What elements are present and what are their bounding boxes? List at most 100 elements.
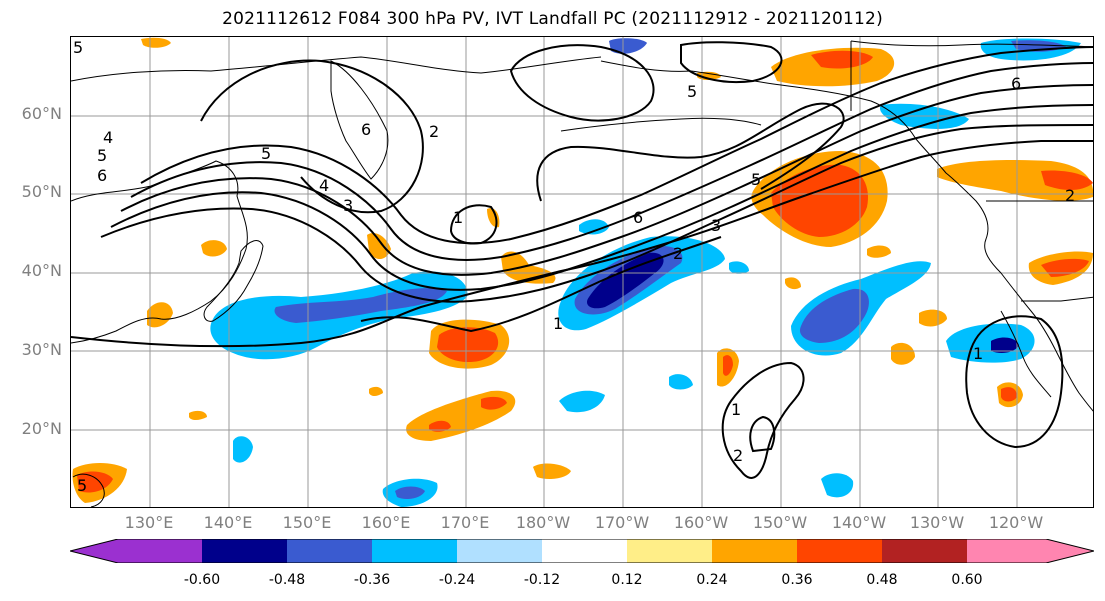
lat-label-60n: 60°N <box>21 104 62 123</box>
colorbar-seg-6 <box>627 539 712 563</box>
lon-label-130w: 130°W <box>909 513 965 532</box>
contour-label-d: 5 <box>261 144 271 163</box>
map-svg: 4 5 6 5 4 3 6 2 1 6 3 5 2 1 5 6 2 1 1 2 … <box>71 37 1093 507</box>
pv-blue-small-7 <box>729 261 749 274</box>
contour-baja-loop <box>965 315 1064 449</box>
pv-blue-small-6 <box>821 473 854 498</box>
contour-big-central <box>536 102 845 202</box>
lon-label-140e: 140°E <box>203 513 253 532</box>
contour-central-high <box>360 236 722 333</box>
pv-red-california <box>1041 258 1089 277</box>
contour-6 <box>140 46 1093 245</box>
map-title: 2021112612 F084 300 hPa PV, IVT Landfall… <box>222 9 883 29</box>
contour-label-o: 5 <box>687 82 697 101</box>
pv-orange-small-13 <box>785 277 801 290</box>
pv-orange-japan <box>147 302 173 328</box>
contour-3 <box>110 104 1093 291</box>
pv-blue-baja <box>946 323 1035 363</box>
lon-label-180w: 180°W <box>515 513 571 532</box>
contour-north-loop-2 <box>680 41 783 83</box>
lon-label-170e: 170°E <box>440 513 490 532</box>
coast-baja <box>1000 310 1052 398</box>
pv-orange-small-5 <box>891 342 915 365</box>
colorbar-label-neg012: -0.12 <box>523 572 561 588</box>
pv-positive-shading <box>72 37 1093 503</box>
contour-label-f: 3 <box>343 196 353 215</box>
colorbar-extend-low <box>70 539 202 563</box>
colorbar-seg-4 <box>457 539 542 563</box>
pv-negative-shading <box>210 38 1081 507</box>
colorbar-label-012: 0.12 <box>611 572 643 588</box>
lat-label-50n: 50°N <box>21 182 62 201</box>
contour-label-i: 1 <box>453 208 463 227</box>
colorbar-seg-3 <box>372 539 457 563</box>
pv-blue-small-4 <box>233 436 253 463</box>
pv-red-arctic <box>811 50 873 69</box>
lon-label-160e: 160°E <box>361 513 411 532</box>
pv-red-seasia-core <box>77 471 113 493</box>
pv-red-subtrop-1 <box>481 396 507 410</box>
colorbar-label-024: 0.24 <box>696 572 728 588</box>
colorbar-seg-8 <box>797 539 882 563</box>
lon-label-120w: 120°W <box>988 513 1044 532</box>
pv-orange-small-11 <box>369 386 383 396</box>
pv-blue-central-core <box>586 252 664 309</box>
contour-inner-1 <box>449 204 498 245</box>
pv-blue-west-pacific-core <box>274 288 447 323</box>
border-us-mexico <box>1021 296 1093 302</box>
contour-label-v: 5 <box>77 476 87 495</box>
contour-label-g: 6 <box>361 120 371 139</box>
lon-label-150w: 150°W <box>752 513 808 532</box>
colorbar-label-060: 0.60 <box>951 572 983 588</box>
pv-orange-small-6 <box>919 309 947 327</box>
contour-tropical-1 <box>721 361 805 479</box>
contour-label-m: 2 <box>673 244 683 263</box>
coast-siberia-north <box>71 56 602 82</box>
coast-japan <box>203 240 264 322</box>
contour-west-loop <box>200 59 424 214</box>
pv-orange-small-7 <box>867 245 891 258</box>
colorbar-svg <box>69 538 1095 567</box>
coast-aleutians <box>560 117 762 132</box>
contour-label-u: 5 <box>73 38 83 57</box>
colorbar-seg-9 <box>882 539 967 563</box>
contour-lines <box>71 41 1093 479</box>
contour-label-k: 3 <box>711 216 721 235</box>
contour-tropical-2 <box>749 415 776 453</box>
contour-label-c: 6 <box>97 166 107 185</box>
map-panel[interactable]: 4 5 6 5 4 3 6 2 1 6 3 5 2 1 5 6 2 1 1 2 … <box>70 36 1094 508</box>
contour-4 <box>120 84 1093 276</box>
contour-label-q: 2 <box>1065 186 1075 205</box>
coast-canada-north <box>850 40 1093 48</box>
graticule <box>71 37 1093 507</box>
colorbar-seg-1 <box>202 539 287 563</box>
colorbar-label-neg048: -0.48 <box>268 572 306 588</box>
contour-label-b: 5 <box>97 146 107 165</box>
contour-5 <box>130 62 1093 261</box>
contour-label-n: 1 <box>553 314 563 333</box>
contour-label-j: 6 <box>633 208 643 227</box>
contour-1-west <box>71 140 1093 348</box>
contour-north-loop <box>509 44 655 122</box>
pv-blue-small-1 <box>579 219 609 235</box>
pv-orange-small-1 <box>201 240 227 257</box>
colorbar-label-neg036: -0.36 <box>353 572 391 588</box>
pv-blue-small-3-core <box>395 486 425 499</box>
contour-label-e: 4 <box>319 176 329 195</box>
pv-blue-baja-core <box>991 337 1019 353</box>
colorbar <box>69 538 1095 567</box>
lon-label-170w: 170°W <box>594 513 650 532</box>
lat-label-30n: 30°N <box>21 340 62 359</box>
pv-blue-arctic <box>609 38 647 54</box>
colorbar-extend-high <box>967 539 1094 563</box>
pv-orange-small-2 <box>367 232 391 260</box>
pv-red-subtrop-1b <box>429 420 451 432</box>
contour-label-s: 1 <box>731 400 741 419</box>
coast-kamchatka <box>330 60 389 180</box>
pv-red-hawaii <box>723 355 733 376</box>
contour-label-l: 5 <box>751 170 761 189</box>
lat-label-40n: 40°N <box>21 261 62 280</box>
colorbar-label-048: 0.48 <box>866 572 898 588</box>
colorbar-seg-5 <box>542 539 627 563</box>
lon-label-140w: 140°W <box>831 513 887 532</box>
